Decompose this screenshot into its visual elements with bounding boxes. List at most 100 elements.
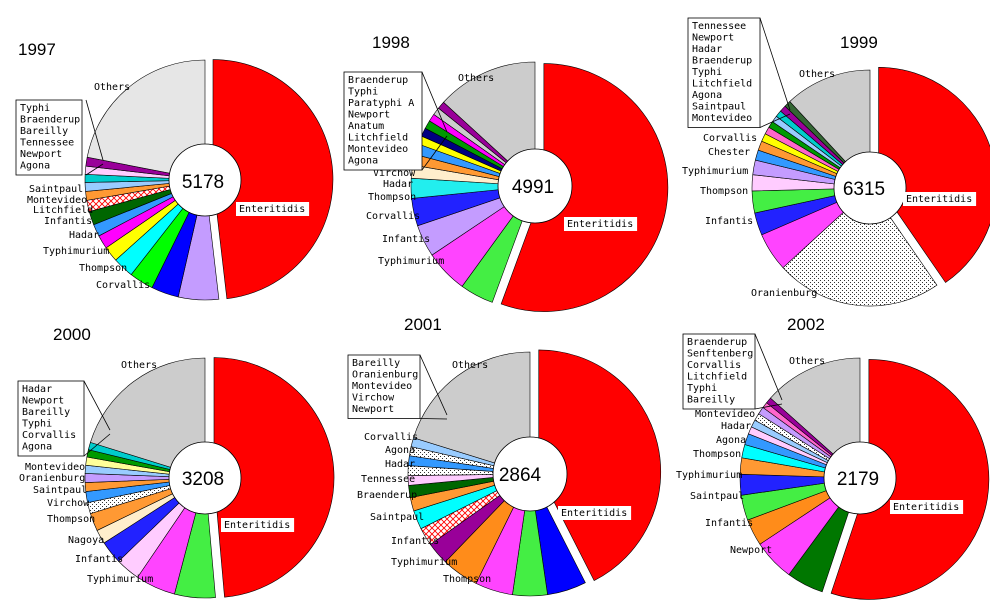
slice-label: Typhimurium — [676, 470, 742, 481]
slice-label: Agona — [385, 445, 415, 456]
pie-center — [168, 441, 242, 515]
slice-label: Braenderup — [357, 490, 417, 501]
chart-title: 1997 — [18, 40, 56, 59]
pie-slice-enteritidis — [878, 67, 990, 283]
total-count: 6315 — [843, 179, 885, 200]
slice-label: Typhimurium — [87, 574, 153, 585]
slice-label: Others — [121, 360, 157, 371]
chart-title: 2000 — [53, 325, 91, 344]
minor-serotype-label: Montevideo — [352, 381, 412, 392]
total-count: 3208 — [182, 469, 224, 490]
chart-title: 1999 — [840, 33, 878, 52]
slice-label: Saintpaul — [370, 512, 424, 523]
minor-serotype-label: Typhi — [20, 103, 50, 114]
pie-slice-others — [90, 357, 206, 479]
slice-label: Infantis — [705, 518, 753, 529]
slice-label: Montevideo — [25, 462, 85, 473]
slice-label: Typhimurium — [43, 246, 109, 257]
slice-label: Infantis — [705, 216, 753, 227]
leader-line — [759, 113, 791, 128]
slice-label: Enteritidis — [893, 502, 959, 513]
pie-center — [497, 148, 573, 224]
slice-label: Chester — [708, 147, 750, 158]
minor-serotype-label: Litchfield — [348, 133, 408, 144]
minor-serotype-label: Agona — [22, 442, 52, 453]
slice-label: Thompson — [693, 449, 741, 460]
minor-serotype-label: Tennessee — [20, 138, 74, 149]
minor-serotype-label: Braenderup — [687, 337, 747, 348]
minor-serotype-label: Paratyphi A — [348, 98, 414, 109]
pie-slice-enteritidis — [213, 357, 335, 598]
slice-label-box — [564, 217, 638, 231]
minor-serotype-label: Hadar — [22, 384, 52, 395]
leader-line — [83, 380, 111, 431]
slice-label: Others — [94, 82, 130, 93]
minor-serotype-box — [682, 333, 756, 410]
minor-serotype-box — [15, 99, 83, 176]
slice-label: Montevideo — [27, 195, 87, 206]
slice-label: Thompson — [443, 574, 491, 585]
slice-label: Virchow — [373, 168, 416, 179]
slice-label: Enteritidis — [239, 204, 305, 215]
minor-serotype-label: Newport — [692, 33, 734, 44]
slice-label: Enteritidis — [561, 508, 627, 519]
total-count: 2864 — [499, 465, 542, 486]
slice-label: Corvallis — [366, 211, 420, 222]
chart-title: 2002 — [787, 315, 825, 334]
slice-label: Thompson — [47, 514, 95, 525]
pie-center — [823, 441, 897, 515]
minor-serotype-label: Tennessee — [692, 21, 746, 32]
minor-serotype-label: Typhi — [22, 419, 52, 430]
slice-label-box — [903, 192, 977, 206]
slice-label: Typhimurium — [391, 557, 457, 568]
leader-line — [421, 71, 448, 133]
minor-serotype-label: Braenderup — [20, 115, 80, 126]
minor-serotype-label: Corvallis — [22, 430, 76, 441]
slice-label: Nagoya — [68, 535, 104, 546]
chart-title: 2001 — [404, 315, 442, 334]
total-count: 4991 — [512, 177, 554, 198]
slice-label: Others — [452, 360, 488, 371]
slice-label: Saintpaul — [690, 491, 744, 502]
minor-serotype-label: Bareilly — [20, 126, 68, 137]
minor-serotype-label: Newport — [348, 110, 390, 121]
slice-label: Thompson — [79, 263, 127, 274]
pie-slice-enteritidis — [500, 63, 669, 312]
minor-serotype-label: Bareilly — [687, 395, 735, 406]
pie-slice-others — [413, 351, 531, 475]
pie-slice-oranienburg — [782, 187, 938, 307]
leader-line — [759, 17, 791, 111]
slice-label: Enteritidis — [567, 219, 633, 230]
minor-serotype-label: Typhi — [348, 87, 378, 98]
minor-serotype-label: Newport — [22, 396, 64, 407]
minor-serotype-box — [17, 380, 85, 457]
chart-title: 1998 — [372, 33, 410, 52]
slice-label: Hadar — [721, 421, 751, 432]
slice-label: Others — [799, 69, 835, 80]
slice-label: Infantis — [44, 216, 92, 227]
minor-serotype-label: Virchow — [352, 393, 395, 404]
minor-serotype-label: Montevideo — [348, 144, 408, 155]
slice-label-box — [236, 202, 310, 216]
pie-chart-2002: 2002 2179 Enteritidis Newport Infantis Saintp… — [676, 315, 990, 600]
pie-slice-others — [443, 61, 536, 187]
pie-chart-2001: 2001 2864 Enteritidis Thompson Typhimurium In… — [347, 315, 662, 597]
minor-serotype-label: Braenderup — [348, 75, 408, 86]
leader-line — [754, 403, 783, 410]
pie-chart-1998: 1998 4991 Enteritidis Typhimurium Infantis Co… — [343, 33, 669, 312]
minor-serotype-label: Newport — [352, 404, 394, 415]
pie-slice-enteritidis — [212, 59, 334, 300]
slice-label: Hadar — [383, 179, 413, 190]
minor-serotype-box — [343, 71, 423, 171]
total-count: 2179 — [837, 469, 879, 490]
minor-serotype-box — [347, 354, 421, 419]
pie-chart-1999: 1999 6315 Enteritidis Oranienburg Infantis Th… — [682, 17, 990, 307]
minor-serotype-label: Corvallis — [687, 360, 741, 371]
minor-serotype-label: Saintpaul — [692, 102, 746, 113]
slice-label: Infantis — [382, 234, 430, 245]
slice-label: Saintpaul — [29, 184, 83, 195]
pie-chart-1997: 1997 5178 Enteritidis Corvallis Thompson Typh… — [15, 40, 334, 301]
leader-line — [85, 99, 104, 161]
slice-label: Infantis — [75, 554, 123, 565]
